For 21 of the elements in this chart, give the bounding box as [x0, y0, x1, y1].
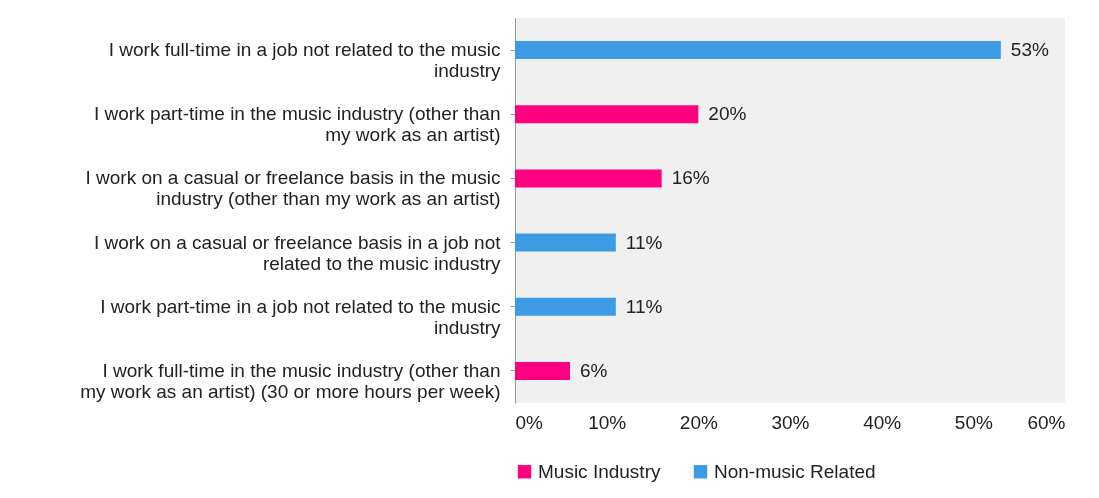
x-tick-label: 40% — [863, 411, 902, 433]
y-tick-label: I work part-time in the music industry (other than my work as an artist) — [93, 103, 501, 146]
legend-label: Non-music Related — [714, 460, 876, 482]
data-label: 11% — [625, 231, 663, 253]
x-tick-label: 60% — [1027, 411, 1066, 433]
data-label: 16% — [671, 167, 710, 189]
data-label: 11% — [625, 295, 663, 317]
x-tick-label: 30% — [771, 411, 810, 433]
x-tick-label: 20% — [679, 411, 718, 433]
x-tick-label: 0% — [515, 411, 544, 433]
x-tick-label: 50% — [954, 411, 993, 433]
y-tick-label: I work full-time in the music industry (other than my work as an artist) (30 or more hours per week) — [80, 359, 501, 402]
x-tick-label: 10% — [588, 411, 627, 433]
y-tick-label: I work part-time in a job not related to the music industry — [100, 295, 501, 338]
y-tick-label: I work on a casual or freelance basis in a job not related to the music industry — [93, 231, 502, 274]
y-tick-label: I work full-time in a job not related to the music industry — [108, 39, 501, 82]
data-label: 20% — [708, 103, 747, 125]
data-label: 6% — [580, 359, 608, 381]
data-label: 53% — [1010, 39, 1049, 61]
legend-label: Music Industry — [538, 460, 661, 482]
y-tick-label: I work on a casual or freelance basis in the music industry (other than my work as an artist) — [85, 167, 501, 210]
